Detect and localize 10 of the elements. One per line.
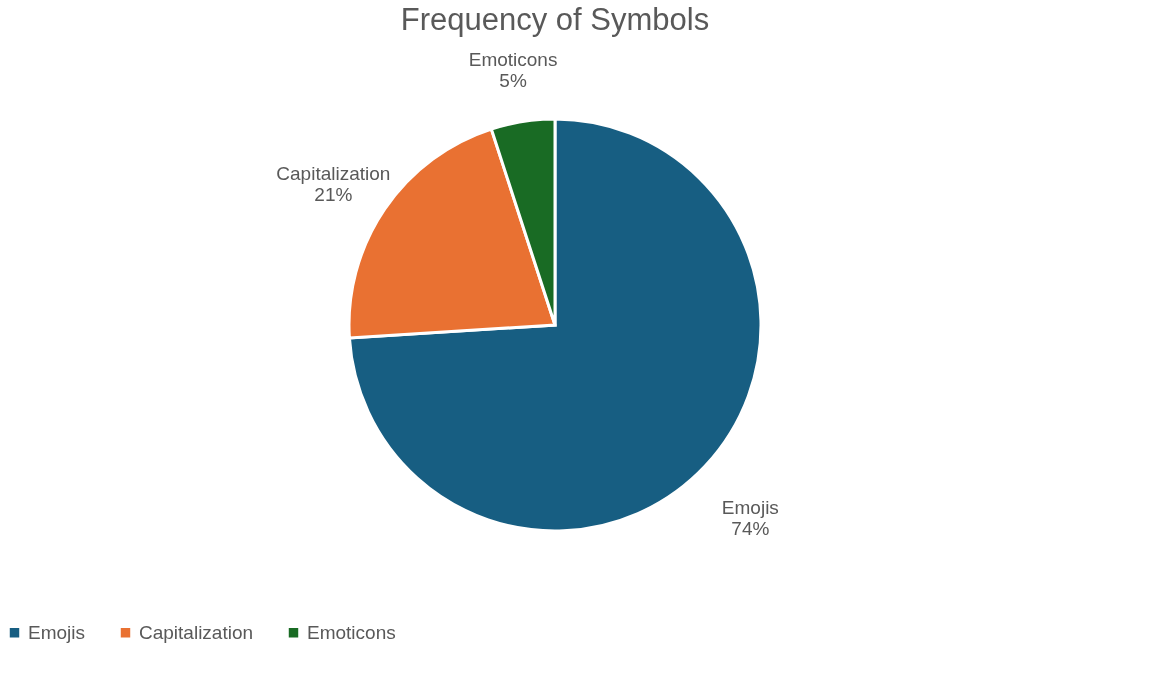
data-label: 74% — [731, 518, 770, 540]
legend-label: Capitalization — [139, 621, 254, 643]
legend-label: Emoticons — [307, 621, 396, 643]
slice-label: Emoticons — [468, 49, 558, 71]
legend-label: Emojis — [28, 621, 86, 643]
chart-title: Frequency of Symbols — [400, 2, 710, 37]
slice-label: Emojis — [721, 497, 779, 519]
slice-label: Capitalization — [276, 163, 391, 185]
data-label: 21% — [314, 184, 353, 206]
data-label: 5% — [499, 70, 527, 92]
